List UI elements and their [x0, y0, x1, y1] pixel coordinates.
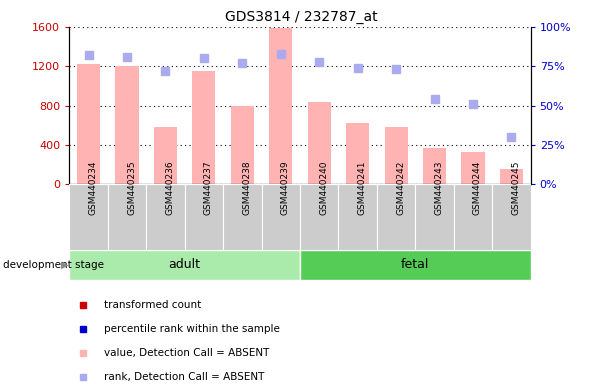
Text: GSM440243: GSM440243 [435, 161, 444, 215]
Text: GSM440236: GSM440236 [165, 160, 174, 215]
Text: GSM440241: GSM440241 [358, 161, 367, 215]
Bar [308, 102, 330, 184]
Text: GSM440244: GSM440244 [473, 161, 482, 215]
Bar [185, 184, 223, 250]
Bar [415, 184, 453, 250]
Bar [154, 127, 177, 184]
Text: value, Detection Call = ABSENT: value, Detection Call = ABSENT [104, 348, 270, 358]
Bar [269, 28, 292, 184]
Bar [385, 127, 408, 184]
Text: GSM440235: GSM440235 [127, 160, 136, 215]
Bar [77, 64, 100, 184]
Bar [454, 184, 492, 250]
Bar [223, 184, 262, 250]
Bar [377, 184, 415, 250]
Text: GSM440234: GSM440234 [89, 161, 98, 215]
Bar [146, 184, 185, 250]
Bar [116, 66, 139, 184]
Bar [69, 250, 300, 280]
Text: percentile rank within the sample: percentile rank within the sample [104, 324, 280, 334]
Bar [300, 250, 531, 280]
Bar [262, 184, 300, 250]
Text: development stage: development stage [3, 260, 104, 270]
Text: ▶: ▶ [62, 260, 69, 270]
Bar [423, 148, 446, 184]
Text: GSM440237: GSM440237 [204, 160, 213, 215]
Bar [500, 169, 523, 184]
Text: GDS3814 / 232787_at: GDS3814 / 232787_at [225, 10, 378, 23]
Text: rank, Detection Call = ABSENT: rank, Detection Call = ABSENT [104, 372, 265, 382]
Text: transformed count: transformed count [104, 300, 201, 310]
Bar [338, 184, 377, 250]
Text: GSM440242: GSM440242 [396, 161, 405, 215]
Bar [231, 106, 254, 184]
Bar [69, 184, 108, 250]
Bar [346, 123, 369, 184]
Bar [192, 71, 215, 184]
Text: fetal: fetal [401, 258, 429, 271]
Bar [108, 184, 146, 250]
Text: GSM440239: GSM440239 [281, 160, 290, 215]
Bar [492, 184, 531, 250]
Text: adult: adult [169, 258, 201, 271]
Text: GSM440238: GSM440238 [242, 160, 251, 215]
Bar [300, 184, 338, 250]
Text: GSM440240: GSM440240 [319, 161, 328, 215]
Text: GSM440245: GSM440245 [511, 161, 520, 215]
Bar [461, 152, 485, 184]
